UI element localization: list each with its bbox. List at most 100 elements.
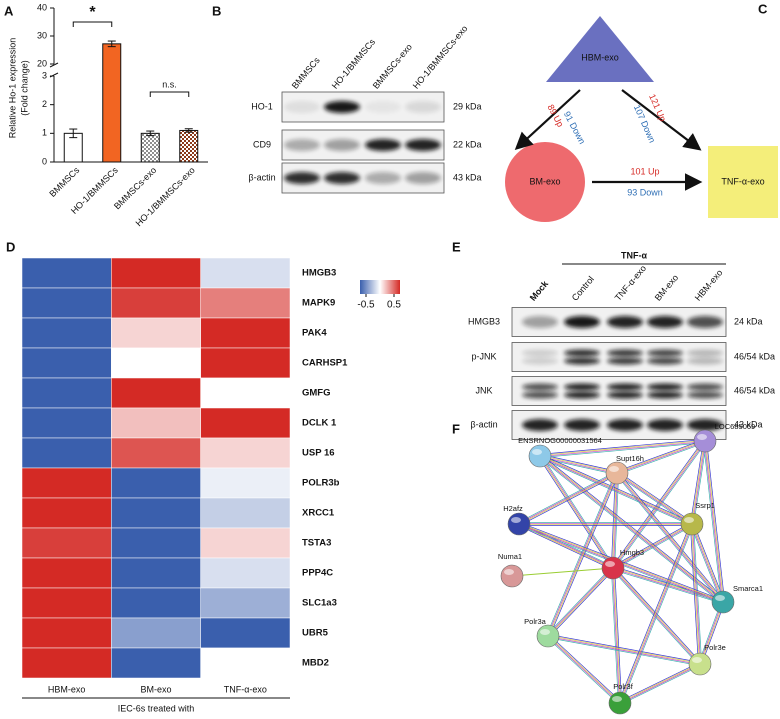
heatmap-cell <box>200 407 291 439</box>
node-label: HBM-exo <box>581 52 619 62</box>
lane-label: HO-1/BMMSCs-exo <box>411 23 470 90</box>
network-edge <box>611 439 704 568</box>
panel-label: A <box>4 3 14 18</box>
heatmap-cell <box>21 407 112 439</box>
node-square <box>708 146 778 218</box>
blot-band <box>324 101 360 113</box>
blot-band <box>607 419 643 431</box>
row-label: PPP4C <box>302 568 333 579</box>
blot-band <box>324 139 360 151</box>
heatmap-cell <box>200 437 291 469</box>
node-highlight <box>612 696 622 702</box>
panel-label: E <box>452 239 461 254</box>
heatmap-cell <box>111 557 201 589</box>
heatmap-cell <box>200 647 291 679</box>
node-label: Smarca1 <box>733 584 763 593</box>
network-edge <box>691 524 723 603</box>
lane-label: TNF-α-exo <box>613 263 648 303</box>
node-label: TNF-α-exo <box>721 176 764 186</box>
significance-label: n.s. <box>162 79 177 89</box>
node-highlight <box>532 449 542 455</box>
heatmap-cell <box>111 347 201 379</box>
y-axis-label: Relative Ho-1 expression <box>7 38 17 139</box>
network-edge <box>539 456 723 603</box>
network-edge <box>539 439 705 455</box>
bar <box>102 43 122 163</box>
network-edge <box>612 523 692 568</box>
blot-band <box>647 316 683 328</box>
heatmap-cell <box>21 467 112 499</box>
size-label: 43 kDa <box>453 172 482 182</box>
row-label: GMFG <box>302 388 331 399</box>
heatmap-cell <box>200 617 291 649</box>
lane-label: BMMSCs <box>290 55 322 91</box>
heatmap-cell <box>200 317 291 349</box>
network-edge <box>518 471 617 523</box>
y-tick-label: 30 <box>37 30 47 40</box>
network-edge <box>620 665 701 705</box>
heatmap-cell <box>21 347 112 379</box>
network-edge <box>539 456 692 525</box>
blot-band <box>564 419 600 431</box>
network-edge <box>547 472 617 636</box>
network-edge <box>539 457 692 526</box>
network-edge <box>619 662 700 702</box>
network-edge <box>616 473 723 603</box>
node-label: H2afz <box>503 504 523 513</box>
network-edge <box>540 455 618 473</box>
node-label: Polr3a <box>524 617 547 626</box>
y-tick-label: 3 <box>42 70 47 80</box>
heatmap-cell <box>21 257 112 289</box>
node-highlight <box>684 517 694 523</box>
blot-band <box>365 101 401 113</box>
error-bar <box>184 128 193 133</box>
network-edge <box>539 440 705 456</box>
x-axis-label: IEC-6s treated with <box>118 703 195 713</box>
blot-band <box>365 172 401 184</box>
heatmap-cell <box>111 647 201 679</box>
node-highlight <box>715 595 725 601</box>
y-tick-label: 1 <box>42 128 47 138</box>
network-edge <box>693 523 725 602</box>
network-edge <box>690 524 722 603</box>
column-label: BM-exo <box>140 684 171 694</box>
network-edge <box>615 473 722 604</box>
row-label: MAPK9 <box>302 298 335 309</box>
size-label: 24 kDa <box>734 316 763 326</box>
network-edge <box>540 442 706 458</box>
heatmap-cell <box>21 647 112 679</box>
blot-band <box>607 391 643 399</box>
blot-band <box>522 419 558 431</box>
heatmap-cell <box>111 587 201 619</box>
network-node <box>536 624 560 648</box>
heatmap-cell <box>111 497 201 529</box>
network-edge <box>619 523 692 703</box>
heatmap-cell <box>21 317 112 349</box>
row-label: JNK <box>475 385 492 395</box>
network-edge <box>540 455 693 524</box>
heatmap-cell <box>200 557 291 589</box>
x-tick-label: BMMSCs <box>47 165 81 199</box>
blot-band <box>607 349 643 357</box>
network-edge <box>690 524 699 665</box>
network-node <box>608 691 632 715</box>
network-edge <box>619 663 700 703</box>
bar <box>179 129 199 163</box>
network-edge <box>546 636 620 705</box>
network-edge <box>616 473 692 525</box>
node-circle <box>505 142 585 222</box>
row-label: MBD2 <box>302 658 329 669</box>
network-edge <box>617 442 706 475</box>
network-node <box>601 556 625 580</box>
blot-band <box>564 349 600 357</box>
node-label: Hmgb3 <box>620 548 644 557</box>
node-label: ENSRNOG00000031564 <box>518 436 602 445</box>
network-edge <box>691 524 700 665</box>
network-node <box>680 512 704 536</box>
blot-band <box>607 316 643 328</box>
network-edge <box>613 441 706 569</box>
edge-label-down: 91 Down <box>562 110 588 146</box>
node-highlight <box>504 569 514 575</box>
node-label: Supt16h <box>616 454 644 463</box>
